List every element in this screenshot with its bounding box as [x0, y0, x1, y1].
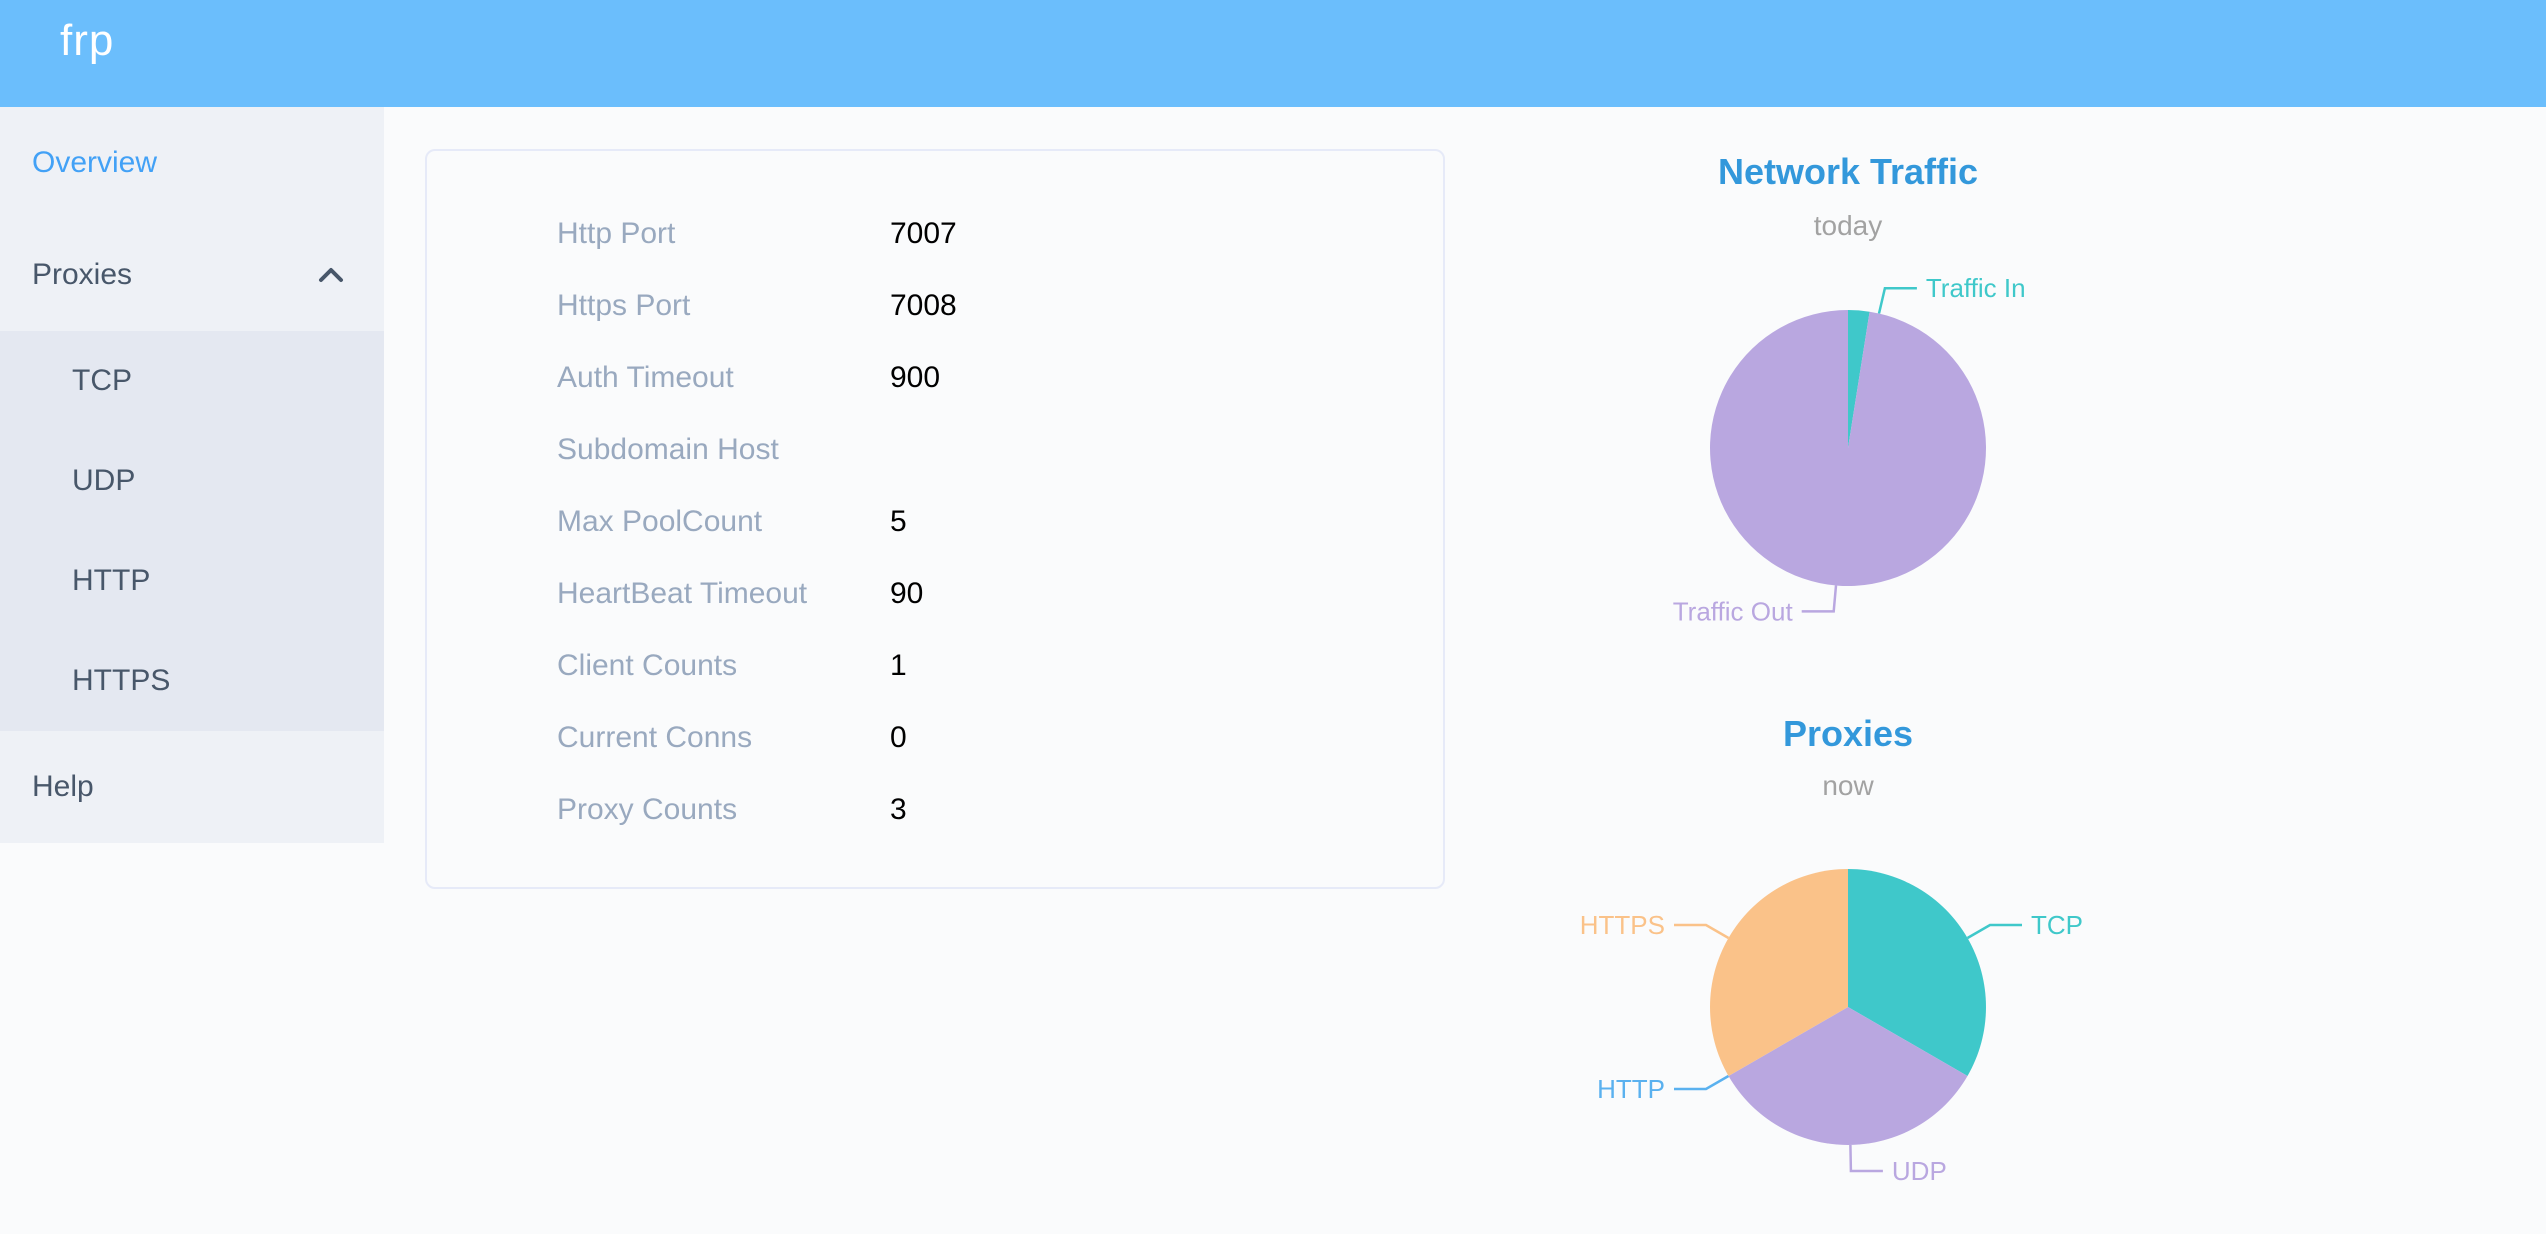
proxies-submenu: TCP UDP HTTP HTTPS — [0, 331, 384, 731]
proxies-chart-title: Proxies — [1782, 713, 1914, 754]
pie-slice-tcp[interactable] — [1848, 869, 1986, 1076]
sidebar-item-label: Proxies — [32, 258, 133, 291]
server-info-label: Http Port — [557, 217, 676, 250]
sidebar-item-help[interactable]: Help — [0, 731, 384, 843]
server-info-label: Subdomain Host — [557, 433, 779, 466]
pie-label-line-traffic-in — [1877, 286, 1917, 314]
server-info-row: Http Port 7007 — [427, 198, 1443, 270]
sidebar-item-label: UDP — [72, 464, 136, 497]
server-info-label: Auth Timeout — [557, 361, 734, 394]
server-info-label: Proxy Counts — [557, 793, 738, 826]
sidebar-item-overview[interactable]: Overview — [0, 107, 384, 219]
server-info-value: 900 — [890, 361, 941, 394]
sidebar-item-http[interactable]: HTTP — [0, 531, 384, 631]
server-info-row: Subdomain Host — [427, 414, 1443, 486]
pie-slice-traffic-in[interactable] — [1848, 310, 1870, 448]
server-info-value: 1 — [890, 649, 907, 682]
pie-slice-https[interactable] — [1710, 869, 1848, 1076]
sidebar-item-label: HTTPS — [72, 664, 171, 697]
pie-label-traffic-in: Traffic In — [1926, 273, 2026, 303]
pie-slice-udp[interactable] — [1728, 1007, 1968, 1145]
pie-label-line-traffic-out — [1801, 585, 1838, 613]
sidebar-item-label: Overview — [32, 146, 158, 179]
pie-label-line-tcp — [1966, 923, 2022, 940]
server-info-value: 90 — [890, 577, 924, 610]
sidebar-item-https[interactable]: HTTPS — [0, 631, 384, 731]
server-info-card: Http Port 7007 Https Port 7008 Auth Time… — [425, 149, 1445, 889]
server-info-value: 3 — [890, 793, 907, 826]
server-info-value: 7007 — [890, 217, 957, 250]
pie-label-line-https — [1674, 923, 1730, 940]
server-info-label: HeartBeat Timeout — [557, 577, 808, 610]
pie-label-line-http — [1674, 1074, 1730, 1091]
sidebar-item-label: Help — [32, 770, 94, 803]
network-traffic-chart-title: Network Traffic — [1717, 151, 1979, 192]
sidebar-item-label: HTTP — [72, 564, 151, 597]
server-info-row: Current Conns 0 — [427, 702, 1443, 774]
server-info-value: 5 — [890, 505, 907, 538]
sidebar-item-label: TCP — [72, 364, 132, 397]
pie-label-http: HTTP — [1597, 1074, 1665, 1104]
chevron-up-icon — [319, 268, 343, 282]
app-logo[interactable]: frp — [60, 16, 115, 65]
server-info-row: Proxy Counts 3 — [427, 774, 1443, 846]
server-info-row: Https Port 7008 — [427, 270, 1443, 342]
server-info-value: 7008 — [890, 289, 957, 322]
server-info-row: HeartBeat Timeout 90 — [427, 558, 1443, 630]
network-traffic-chart-subtitle: today — [1813, 210, 1883, 241]
pie-label-traffic-out: Traffic Out — [1673, 596, 1794, 626]
pie-label-udp: UDP — [1892, 1156, 1947, 1186]
server-info-label: Max PoolCount — [557, 505, 763, 538]
sidebar-item-proxies[interactable]: Proxies — [0, 219, 384, 331]
pie-charts-canvas: Traffic In Traffic Out TCP UDP HTTP HTTPS — [1580, 273, 2083, 1186]
app-header: frp — [0, 0, 2546, 107]
server-info-row: Client Counts 1 — [427, 630, 1443, 702]
server-info-label: Client Counts — [557, 649, 738, 682]
pie-slice-traffic-out[interactable] — [1710, 310, 1987, 586]
server-info-value: 0 — [890, 721, 907, 754]
sidebar-item-tcp[interactable]: TCP — [0, 331, 384, 431]
server-info-label: Https Port — [557, 289, 691, 322]
server-info-label: Current Conns — [557, 721, 753, 754]
pie-label-tcp: TCP — [2031, 910, 2083, 940]
sidebar-item-udp[interactable]: UDP — [0, 431, 384, 531]
server-info-row: Auth Timeout 900 — [427, 342, 1443, 414]
server-info-row: Max PoolCount 5 — [427, 486, 1443, 558]
proxies-chart-subtitle: now — [1822, 770, 1874, 801]
sidebar: Overview Proxies TCP UDP HTTP HTTPS Help — [0, 107, 384, 843]
pie-label-https: HTTPS — [1580, 910, 1665, 940]
pie-label-line-udp — [1849, 1144, 1883, 1173]
